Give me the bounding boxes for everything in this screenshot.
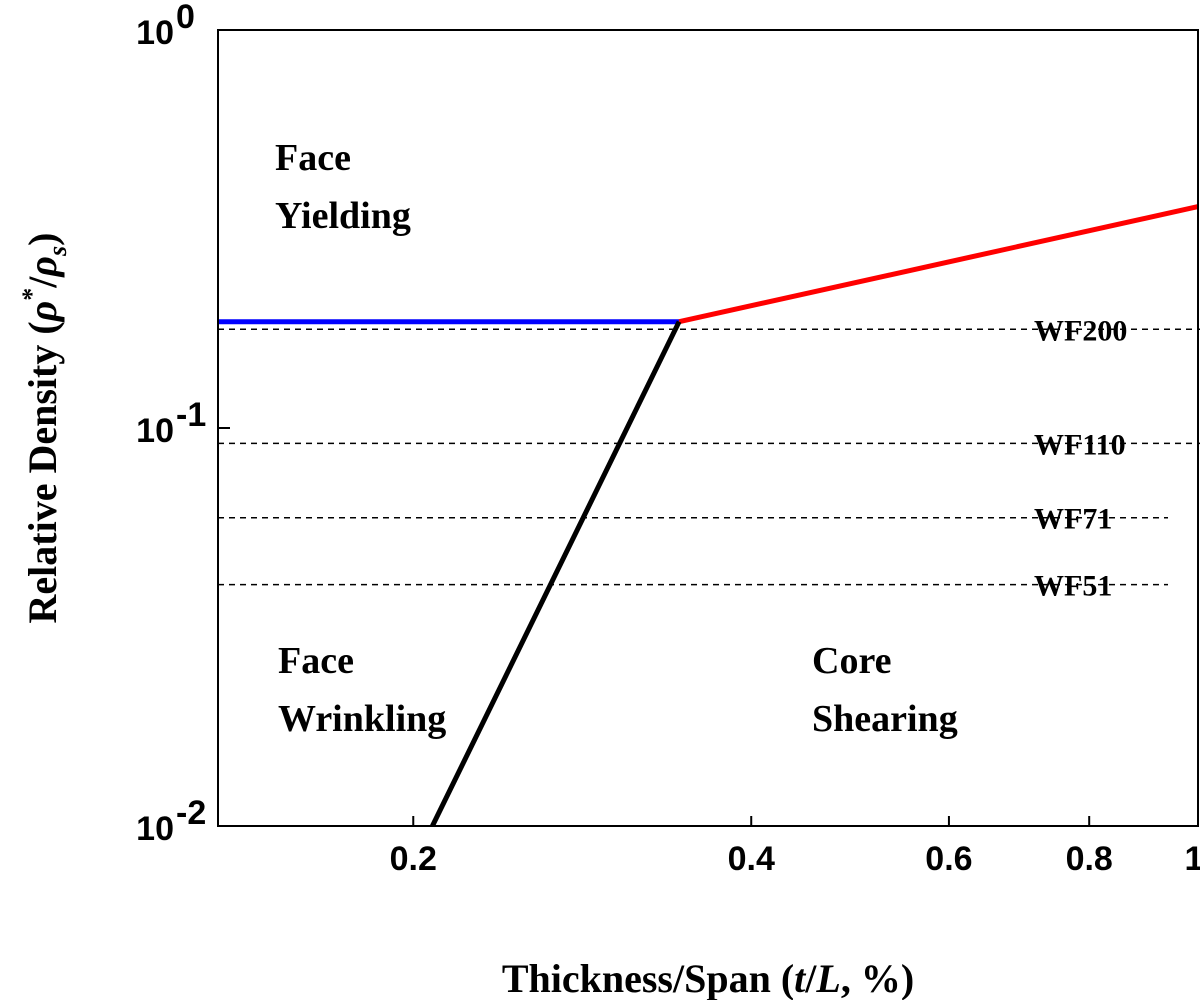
y-axis-title: Relative Density (ρ*/ρs) <box>17 233 72 624</box>
y-tick-exponent: -2 <box>176 794 206 832</box>
x-tick-label: 0.2 <box>390 840 437 878</box>
x-tick-label: 1 <box>1185 840 1200 878</box>
series-line-1 <box>678 204 1199 325</box>
y-tick-label: 10 <box>136 412 174 450</box>
y-tick-label: 10 <box>136 14 174 52</box>
region-label-face-wrinkling-2: Wrinkling <box>278 698 446 740</box>
region-label-core-shearing-1: Core <box>812 640 892 682</box>
x-tick-label: 0.6 <box>925 840 972 878</box>
x-tick-label: 0.8 <box>1066 840 1113 878</box>
x-axis-title-text: Thickness/Span ( <box>502 956 794 1000</box>
reference-label-wf110: WF110 <box>1034 428 1126 461</box>
region-label-face-wrinkling-1: Face <box>278 640 354 682</box>
reference-label-wf200: WF200 <box>1034 314 1127 347</box>
y-tick-label: 10 <box>136 810 174 848</box>
x-tick-label: 0.4 <box>728 840 775 878</box>
y-tick-exponent: -1 <box>176 396 206 434</box>
series-line-2 <box>430 320 682 828</box>
y-tick-exponent: 0 <box>176 0 195 36</box>
x-axis-title: Thickness/Span (t/L, %) <box>502 956 914 1000</box>
region-label-core-shearing-2: Shearing <box>812 698 958 740</box>
reference-label-wf51: WF51 <box>1034 570 1112 603</box>
region-label-face-yielding-1: Face <box>275 137 351 179</box>
region-label-face-yielding-2: Yielding <box>275 195 411 237</box>
reference-label-wf71: WF71 <box>1034 503 1112 536</box>
